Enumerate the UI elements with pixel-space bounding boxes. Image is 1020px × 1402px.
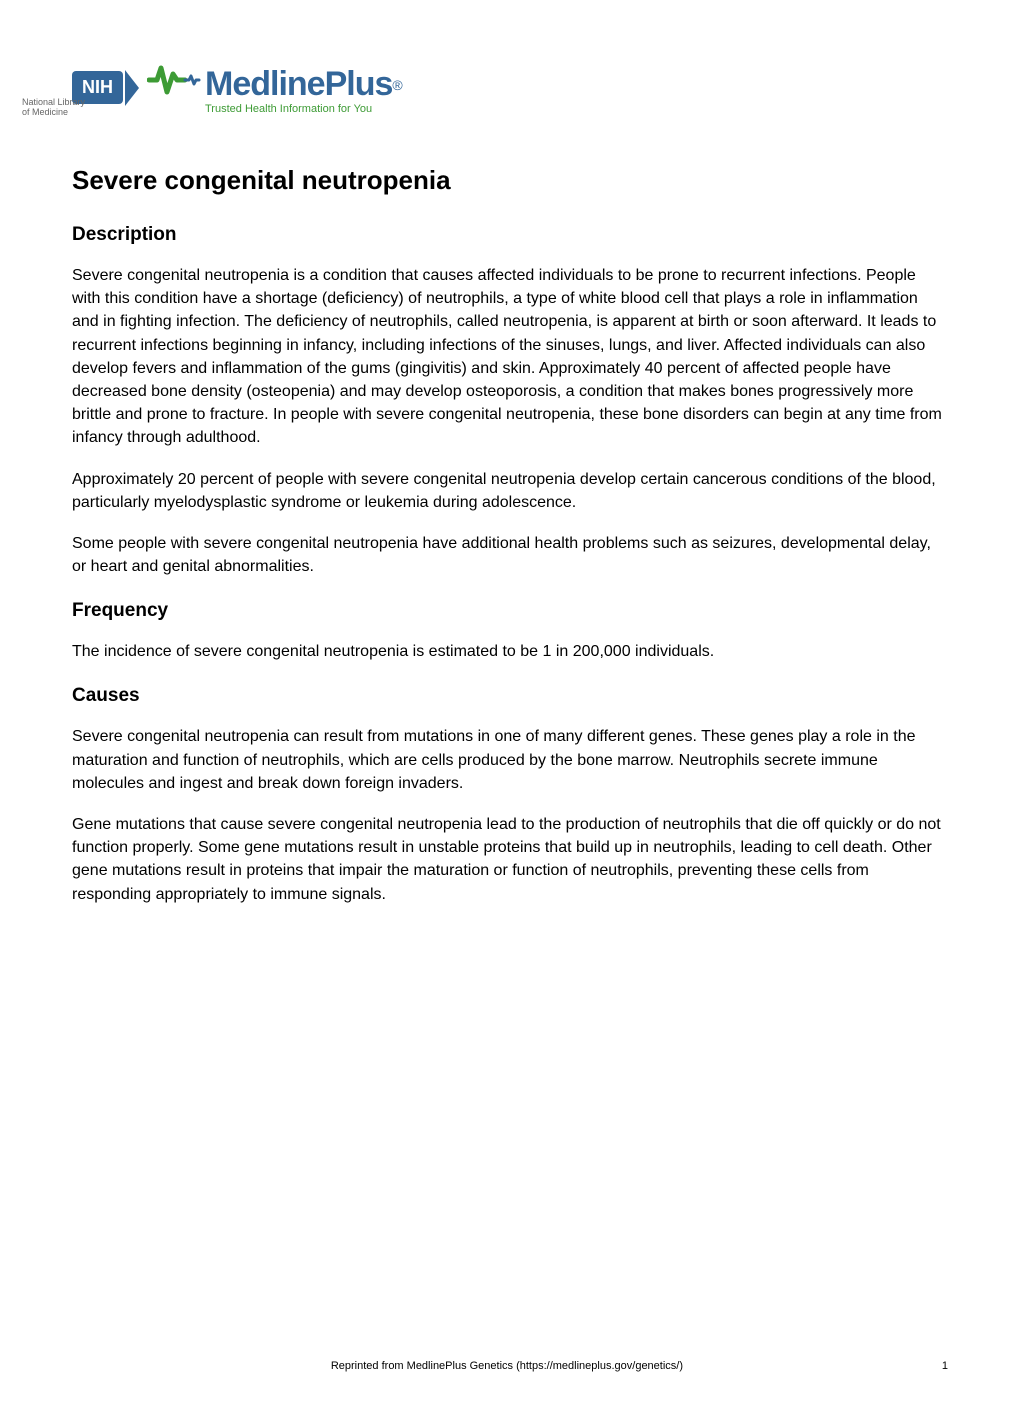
causes-paragraph-2: Gene mutations that cause severe congeni…: [72, 813, 948, 906]
frequency-paragraph-1: The incidence of severe congenital neutr…: [72, 640, 948, 663]
logo-container: NIH National Library of Medicine Medline…: [72, 60, 948, 115]
heartbeat-icon: [147, 60, 201, 109]
brand-name: MedlinePlus: [205, 65, 392, 104]
description-paragraph-2: Approximately 20 percent of people with …: [72, 468, 948, 514]
nlm-line2: of Medicine: [22, 107, 68, 117]
registered-mark: ®: [392, 77, 402, 93]
nih-arrow-icon: [125, 70, 139, 106]
description-paragraph-1: Severe congenital neutropenia is a condi…: [72, 264, 948, 450]
frequency-heading: Frequency: [72, 600, 948, 622]
medlineplus-logo: MedlinePlus ® Trusted Health Information…: [147, 60, 403, 115]
nlm-line1: National Library: [22, 97, 85, 107]
footer-source: Reprinted from MedlinePlus Genetics (htt…: [72, 1360, 942, 1372]
causes-heading: Causes: [72, 685, 948, 707]
nlm-label: National Library of Medicine: [22, 98, 85, 118]
causes-paragraph-1: Severe congenital neutropenia can result…: [72, 725, 948, 795]
nih-badge-wrapper: NIH National Library of Medicine: [72, 70, 147, 106]
medlineplus-top-row: MedlinePlus ®: [147, 60, 403, 109]
footer-page-number: 1: [942, 1360, 948, 1372]
description-paragraph-3: Some people with severe congenital neutr…: [72, 532, 948, 578]
nih-text: NIH: [82, 77, 113, 98]
page-title: Severe congenital neutropenia: [72, 165, 948, 196]
tagline: Trusted Health Information for You: [205, 103, 372, 115]
description-heading: Description: [72, 224, 948, 246]
page-footer: Reprinted from MedlinePlus Genetics (htt…: [72, 1360, 948, 1372]
